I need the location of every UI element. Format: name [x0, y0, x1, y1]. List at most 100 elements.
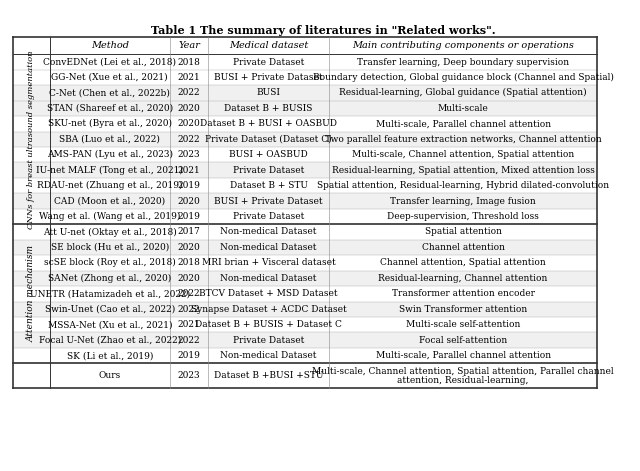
Text: Synapse Dataset + ACDC Dataset: Synapse Dataset + ACDC Dataset: [191, 305, 346, 314]
Text: Main contributing components or operations: Main contributing components or operatio…: [352, 41, 574, 50]
Text: SANet (Zhong et al., 2020): SANet (Zhong et al., 2020): [48, 274, 172, 283]
Text: 2023: 2023: [178, 371, 200, 380]
Text: Multi-scale, Channel attention, Spatial attention, Parallel channel: Multi-scale, Channel attention, Spatial …: [312, 366, 614, 375]
Text: 2021: 2021: [178, 73, 200, 82]
Text: Residual-learning, Channel attention: Residual-learning, Channel attention: [378, 274, 548, 283]
Text: STAN (Shareef et al., 2020): STAN (Shareef et al., 2020): [47, 104, 173, 113]
Text: 2017: 2017: [178, 227, 201, 236]
Text: Multi-scale, Parallel channel attention: Multi-scale, Parallel channel attention: [376, 119, 550, 128]
Text: Private Dataset: Private Dataset: [233, 212, 305, 221]
Text: Transfer learning, Image fusion: Transfer learning, Image fusion: [390, 196, 536, 205]
Text: MSSA-Net (Xu et al., 2021): MSSA-Net (Xu et al., 2021): [47, 320, 172, 329]
Text: RDAU-net (Zhuang et al., 2019): RDAU-net (Zhuang et al., 2019): [37, 181, 182, 190]
Text: Dataset B + BUSIS: Dataset B + BUSIS: [225, 104, 313, 113]
Text: 2021: 2021: [178, 166, 200, 175]
Text: Deep-supervision, Threshold loss: Deep-supervision, Threshold loss: [387, 212, 539, 221]
Text: UNETR (Hatamizadeh et al., 2022): UNETR (Hatamizadeh et al., 2022): [29, 289, 190, 298]
Text: 2022: 2022: [178, 135, 200, 144]
Text: Dataset B + BUSIS + Dataset C: Dataset B + BUSIS + Dataset C: [195, 320, 342, 329]
Text: Dataset B +BUSI +STU: Dataset B +BUSI +STU: [214, 371, 323, 380]
Text: SBA (Luo et al., 2022): SBA (Luo et al., 2022): [60, 135, 160, 144]
Text: 2021: 2021: [178, 320, 200, 329]
Text: 2020: 2020: [178, 104, 200, 113]
Text: Attention mechanism: Attention mechanism: [27, 245, 36, 342]
Text: BUSI + OASBUD: BUSI + OASBUD: [229, 150, 308, 159]
Bar: [13, 271, 597, 286]
Text: Att U-net (Oktay et al., 2018): Att U-net (Oktay et al., 2018): [43, 227, 177, 236]
Text: scSE block (Roy et al., 2018): scSE block (Roy et al., 2018): [44, 258, 175, 268]
Text: 2020: 2020: [178, 274, 200, 283]
Text: Transfer learning, Deep boundary supervision: Transfer learning, Deep boundary supervi…: [357, 57, 569, 66]
Text: Two parallel feature extraction networks, Channel attention: Two parallel feature extraction networks…: [324, 135, 602, 144]
Text: BUSI + Private Dataset: BUSI + Private Dataset: [214, 73, 323, 82]
Text: 2020: 2020: [178, 196, 200, 205]
Text: 2019: 2019: [178, 351, 201, 360]
Text: Spatial attention: Spatial attention: [424, 227, 502, 236]
Text: ConvEDNet (Lei et al., 2018): ConvEDNet (Lei et al., 2018): [44, 57, 176, 66]
Text: Channel attention: Channel attention: [422, 243, 504, 252]
Text: 2022: 2022: [178, 336, 200, 345]
Text: Residual-learning, Spatial attention, Mixed attention loss: Residual-learning, Spatial attention, Mi…: [332, 166, 595, 175]
Text: Focal self-attention: Focal self-attention: [419, 336, 508, 345]
Text: SK (Li et al., 2019): SK (Li et al., 2019): [67, 351, 153, 360]
Text: 2018: 2018: [178, 259, 201, 268]
Text: 2022: 2022: [178, 289, 200, 298]
Text: Boundary detection, Global guidance block (Channel and Spatial): Boundary detection, Global guidance bloc…: [313, 73, 614, 82]
Text: Channel attention, Spatial attention: Channel attention, Spatial attention: [380, 259, 546, 268]
Text: 2023: 2023: [178, 150, 200, 159]
Text: Dataset B + STU: Dataset B + STU: [230, 181, 308, 190]
Text: Private Dataset: Private Dataset: [233, 57, 305, 66]
Text: Year: Year: [179, 41, 200, 50]
Text: C-Net (Chen et al., 2022b): C-Net (Chen et al., 2022b): [49, 89, 170, 97]
Text: Swin-Unet (Cao et al., 2022): Swin-Unet (Cao et al., 2022): [45, 305, 175, 314]
Text: MRI brian + Visceral dataset: MRI brian + Visceral dataset: [202, 259, 335, 268]
Text: Multi-scale, Parallel channel attention: Multi-scale, Parallel channel attention: [376, 351, 550, 360]
Text: Residual-learning, Global guidance (Spatial attention): Residual-learning, Global guidance (Spat…: [339, 89, 587, 97]
Text: 2019: 2019: [178, 181, 201, 190]
Text: Private Dataset (Dataset C): Private Dataset (Dataset C): [205, 135, 332, 144]
Text: 2022: 2022: [178, 89, 200, 97]
Text: BUSI: BUSI: [257, 89, 281, 97]
Text: AMS-PAN (Lyu et al., 2023): AMS-PAN (Lyu et al., 2023): [47, 150, 173, 159]
Text: 2020: 2020: [178, 243, 200, 252]
Text: 2020: 2020: [178, 119, 200, 128]
Text: 2022: 2022: [178, 305, 200, 314]
Text: 2019: 2019: [178, 212, 201, 221]
Text: Non-medical Dataset: Non-medical Dataset: [220, 274, 317, 283]
Bar: [13, 333, 597, 348]
Text: 2018: 2018: [178, 57, 201, 66]
Text: attention, Residual-learning,: attention, Residual-learning,: [397, 376, 529, 385]
Text: Dataset B + BUSI + OASBUD: Dataset B + BUSI + OASBUD: [200, 119, 337, 128]
Text: Private Dataset: Private Dataset: [233, 166, 305, 175]
Text: Ours: Ours: [99, 371, 121, 380]
Text: Table 1 The summary of literatures in "Related works".: Table 1 The summary of literatures in "R…: [151, 25, 496, 36]
Text: Wang et al. (Wang et al., 2019): Wang et al. (Wang et al., 2019): [39, 212, 180, 221]
Bar: [13, 301, 597, 317]
Text: Method: Method: [91, 41, 129, 50]
Text: Private Dataset: Private Dataset: [233, 336, 305, 345]
Text: BUSI + Private Dataset: BUSI + Private Dataset: [214, 196, 323, 205]
Bar: [13, 37, 597, 54]
Bar: [13, 240, 597, 255]
Text: CAD (Moon et al., 2020): CAD (Moon et al., 2020): [54, 196, 165, 205]
Text: SKU-net (Byra et al., 2020): SKU-net (Byra et al., 2020): [48, 119, 172, 129]
Text: Spatial attention, Residual-learning, Hybrid dilated-convolution: Spatial attention, Residual-learning, Hy…: [317, 181, 609, 190]
Bar: [13, 131, 597, 147]
Text: Swin Transformer attention: Swin Transformer attention: [399, 305, 527, 314]
Text: Transformer attention encoder: Transformer attention encoder: [392, 289, 534, 298]
Text: BTCV Dataset + MSD Dataset: BTCV Dataset + MSD Dataset: [199, 289, 338, 298]
Bar: [13, 101, 597, 116]
Text: GG-Net (Xue et al., 2021): GG-Net (Xue et al., 2021): [51, 73, 168, 82]
Text: Non-medical Dataset: Non-medical Dataset: [220, 243, 317, 252]
Text: Multi-scale, Channel attention, Spatial attention: Multi-scale, Channel attention, Spatial …: [352, 150, 574, 159]
Text: IU-net MALF (Tong et al., 2021): IU-net MALF (Tong et al., 2021): [36, 166, 183, 175]
Text: Multi-scale self-attention: Multi-scale self-attention: [406, 320, 520, 329]
Bar: [13, 85, 597, 101]
Text: Focal U-Net (Zhao et al., 2022): Focal U-Net (Zhao et al., 2022): [38, 336, 181, 345]
Text: CNNs for breast ultrasound segmentation: CNNs for breast ultrasound segmentation: [28, 50, 35, 228]
Text: Non-medical Dataset: Non-medical Dataset: [220, 351, 317, 360]
Text: Multi-scale: Multi-scale: [438, 104, 488, 113]
Text: SE block (Hu et al., 2020): SE block (Hu et al., 2020): [51, 243, 169, 252]
Text: Non-medical Dataset: Non-medical Dataset: [220, 227, 317, 236]
Text: Medical dataset: Medical dataset: [229, 41, 308, 50]
